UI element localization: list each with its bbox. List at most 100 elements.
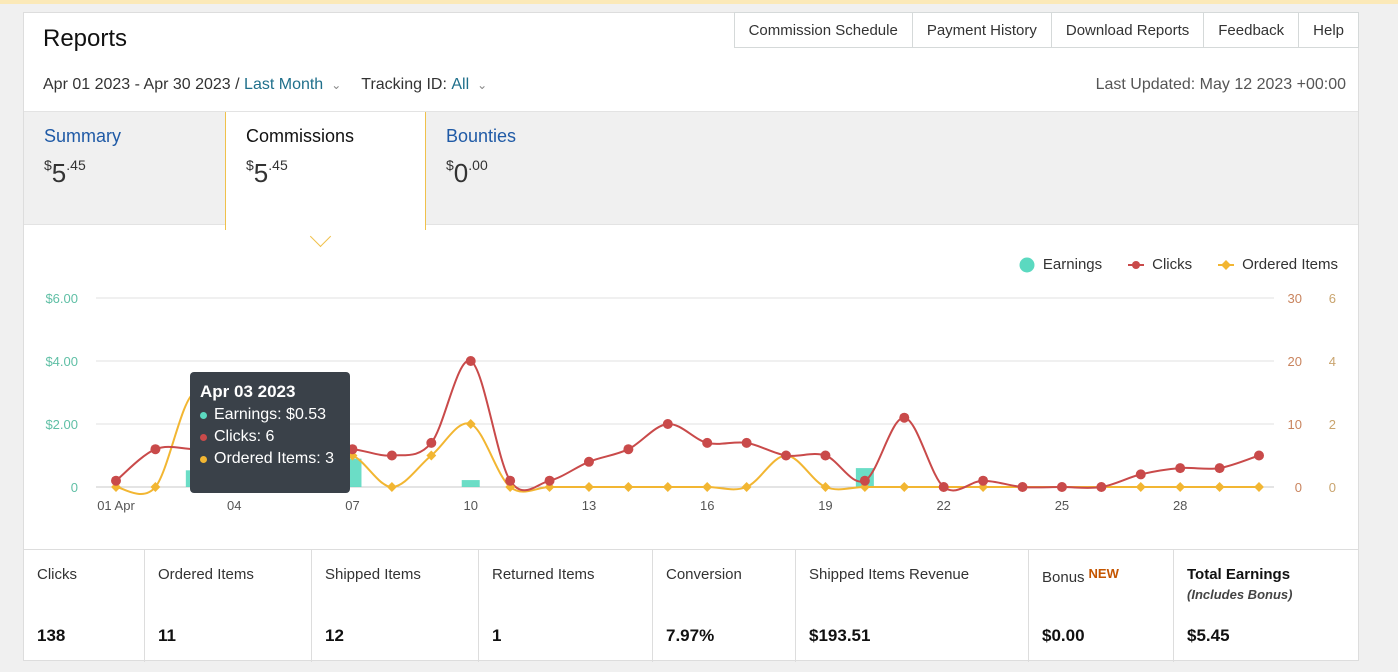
y-left-tick-label: $6.00 bbox=[45, 291, 78, 306]
clicks-point bbox=[505, 475, 516, 486]
clicks-point bbox=[1096, 482, 1107, 492]
x-tick-label: 22 bbox=[936, 498, 950, 513]
y-left-tick-label: $2.00 bbox=[45, 417, 78, 432]
chevron-down-icon[interactable]: ⌄ bbox=[331, 78, 342, 92]
ordered-items-point bbox=[899, 482, 910, 492]
legend-earnings-label: Earnings bbox=[1042, 256, 1103, 273]
tooltip-ordered-row: Ordered Items: 3 bbox=[200, 450, 340, 468]
x-tick-label: 28 bbox=[1173, 498, 1187, 513]
reports-card: Reports Commission Schedule Payment Hist… bbox=[23, 12, 1359, 662]
clicks-point bbox=[820, 450, 831, 461]
period-dropdown[interactable]: Last Month bbox=[244, 76, 324, 93]
clicks-point bbox=[1254, 450, 1264, 461]
ordered-items-legend-marker bbox=[1218, 259, 1235, 270]
clicks-point bbox=[938, 482, 949, 492]
ordered-items-point bbox=[662, 482, 673, 492]
ordered-items-point bbox=[465, 419, 476, 429]
y-left-tick-label: 0 bbox=[71, 480, 78, 495]
earnings-legend-marker bbox=[1019, 257, 1035, 272]
clicks-point bbox=[978, 475, 989, 486]
clicks-point bbox=[741, 437, 752, 448]
date-range-text: Apr 01 2023 - Apr 30 2023 / bbox=[43, 76, 240, 93]
stat-conversion: Conversion 7.97% bbox=[653, 550, 796, 662]
tab-summary-label: Summary bbox=[44, 126, 122, 146]
y-right-clicks-tick-label: 30 bbox=[1288, 291, 1302, 306]
stat-total-earnings: Total Earnings (Includes Bonus) $5.45 bbox=[1187, 566, 1293, 645]
tab-bounties[interactable]: Bounties $0.00 bbox=[426, 112, 627, 224]
stat-ordered-items: Ordered Items 11 bbox=[145, 550, 312, 662]
ordered-items-point bbox=[702, 482, 713, 492]
summary-stats: Clicks 138 Ordered Items 11 Shipped Items 1… bbox=[24, 549, 1358, 662]
clicks-point bbox=[150, 444, 161, 455]
help-button[interactable]: Help bbox=[1299, 12, 1359, 48]
report-toolbar: Commission Schedule Payment History Down… bbox=[733, 12, 1359, 48]
ordered-items-point bbox=[426, 450, 437, 461]
tab-summary[interactable]: Summary $5.45 bbox=[24, 112, 225, 224]
tracking-id-dropdown[interactable]: All bbox=[451, 76, 470, 93]
clicks-point bbox=[899, 412, 910, 423]
legend-ordered-items[interactable]: Ordered Items bbox=[1218, 256, 1338, 273]
clicks-point bbox=[1214, 463, 1225, 474]
clicks-point bbox=[386, 450, 397, 461]
chart-tooltip: Apr 03 2023 Earnings: $0.53 Clicks: 6 Or… bbox=[190, 372, 350, 493]
clicks-point bbox=[1175, 463, 1186, 474]
clicks-point bbox=[623, 444, 634, 455]
stat-clicks: Clicks 138 bbox=[24, 550, 145, 662]
x-tick-label: 07 bbox=[345, 498, 359, 513]
download-reports-button[interactable]: Download Reports bbox=[1051, 12, 1205, 48]
clicks-point bbox=[1017, 482, 1028, 492]
chevron-down-icon[interactable]: ⌄ bbox=[477, 78, 488, 92]
legend-earnings[interactable]: Earnings bbox=[1019, 256, 1102, 273]
tab-bounties-label: Bounties bbox=[446, 126, 517, 146]
clicks-point bbox=[544, 475, 555, 486]
feedback-button[interactable]: Feedback bbox=[1204, 12, 1300, 48]
tab-bounties-value: $0.00 bbox=[446, 157, 488, 188]
commission-schedule-button[interactable]: Commission Schedule bbox=[733, 12, 913, 48]
x-tick-label: 25 bbox=[1055, 498, 1069, 513]
tooltip-earnings-row: Earnings: $0.53 bbox=[200, 406, 340, 424]
y-right-ordered-tick-label: 0 bbox=[1329, 480, 1336, 495]
y-right-clicks-tick-label: 0 bbox=[1295, 480, 1302, 495]
clicks-point bbox=[859, 475, 870, 486]
ordered-items-point bbox=[386, 482, 397, 492]
clicks-point bbox=[662, 419, 673, 429]
x-tick-label: 01 Apr bbox=[97, 498, 135, 513]
page-title: Reports bbox=[43, 25, 128, 52]
ordered-items-point bbox=[623, 482, 634, 492]
clicks-point bbox=[465, 356, 476, 366]
tab-commissions-label: Commissions bbox=[246, 126, 355, 146]
x-tick-label: 10 bbox=[463, 498, 477, 513]
ordered-items-point bbox=[1254, 482, 1264, 492]
y-left-tick-label: $4.00 bbox=[45, 354, 78, 369]
y-right-clicks-tick-label: 20 bbox=[1288, 354, 1302, 369]
ordered-items-point bbox=[1135, 482, 1146, 492]
payment-history-button[interactable]: Payment History bbox=[912, 12, 1052, 48]
x-tick-label: 04 bbox=[227, 498, 241, 513]
tooltip-clicks-row: Clicks: 6 bbox=[200, 428, 340, 446]
stat-returned-items: Returned Items 1 bbox=[479, 550, 653, 662]
y-right-ordered-tick-label: 6 bbox=[1329, 291, 1336, 306]
x-tick-label: 13 bbox=[582, 498, 596, 513]
clicks-point bbox=[111, 475, 121, 486]
clicks-point bbox=[1135, 469, 1146, 480]
legend-clicks[interactable]: Clicks bbox=[1128, 256, 1192, 273]
earnings-bar bbox=[461, 480, 480, 487]
clicks-point bbox=[583, 456, 594, 467]
clicks-point bbox=[781, 450, 792, 461]
new-badge: NEW bbox=[1088, 566, 1119, 581]
chart-legend: Earnings Clicks Ordered Items bbox=[993, 256, 1338, 273]
ordered-items-point bbox=[1175, 482, 1186, 492]
stat-shipped-items: Shipped Items 12 bbox=[312, 550, 479, 662]
ordered-items-point bbox=[820, 482, 831, 492]
x-tick-label: 16 bbox=[700, 498, 714, 513]
tab-commissions[interactable]: Commissions $5.45 bbox=[225, 112, 426, 230]
notification-strip bbox=[0, 0, 1398, 4]
y-right-ordered-tick-label: 4 bbox=[1329, 354, 1336, 369]
tracking-id-label: Tracking ID: bbox=[361, 76, 447, 93]
stat-bonus: Bonus NEW $0.00 bbox=[1029, 550, 1174, 662]
last-updated-text: Last Updated: May 12 2023 +00:00 bbox=[1095, 76, 1346, 93]
y-right-ordered-tick-label: 2 bbox=[1329, 417, 1336, 432]
clicks-point bbox=[426, 437, 437, 448]
tooltip-date: Apr 03 2023 bbox=[200, 382, 296, 401]
clicks-point bbox=[702, 437, 713, 448]
